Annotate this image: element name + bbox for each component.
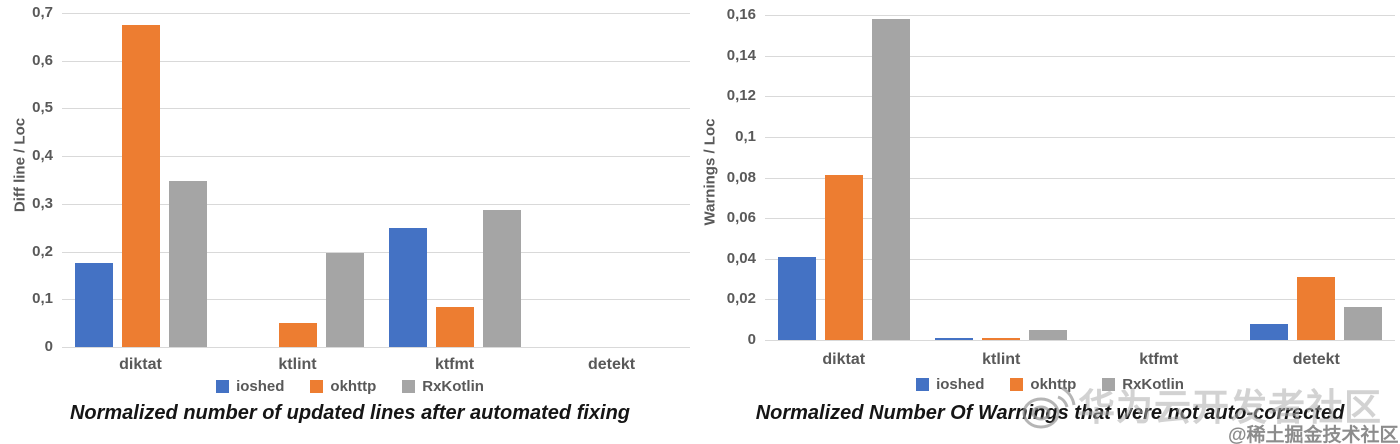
- bar-group-ktfmt: [1080, 15, 1238, 340]
- y-axis-tick-label: 0,7: [32, 4, 53, 21]
- y-axis-tick-label: 0,04: [726, 249, 756, 267]
- bar-okhttp-diktat: [121, 25, 160, 347]
- legend-swatch-ioshed: [916, 378, 930, 391]
- x-axis-category-label: ktfmt: [1139, 351, 1179, 368]
- legend-swatch-rxkotlin: [1102, 378, 1116, 391]
- legend-label: okhttp: [330, 378, 377, 395]
- gridline: [765, 136, 1395, 138]
- bar-okhttp-detekt: [1297, 277, 1336, 340]
- y-axis-tick-label: 0,6: [32, 51, 53, 69]
- watermark-primary-text: 华为云开发者社区: [1078, 386, 1382, 428]
- bar-okhttp-ktfmt: [435, 307, 474, 347]
- gridline: [62, 108, 690, 110]
- bar-rxkotlin-diktat: [168, 181, 207, 347]
- gridline: [765, 55, 1395, 57]
- y-axis-tick-label: 0,08: [726, 168, 756, 186]
- y-axis-tick-label: 0,1: [32, 290, 53, 308]
- legend: ioshed okhttp RxKotlin: [0, 378, 700, 395]
- bar-ioshed-diktat: [777, 257, 816, 340]
- bar-okhttp-diktat: [824, 175, 863, 340]
- y-axis-tick-label: 0,06: [726, 209, 756, 227]
- bar-ioshed-detekt: [1250, 324, 1289, 340]
- bar-rxkotlin-diktat: [871, 19, 910, 340]
- bar-group-ktlint: [219, 13, 376, 347]
- legend-item-ioshed: ioshed: [216, 378, 284, 395]
- gridline: [765, 177, 1395, 179]
- bar-ioshed-diktat: [74, 263, 113, 347]
- bar-group-diktat: [765, 15, 923, 340]
- legend-label: RxKotlin: [1122, 376, 1184, 393]
- bar-group-ktfmt: [376, 13, 533, 347]
- bar-group-detekt: [533, 13, 690, 347]
- y-axis-tick-label: 0,3: [32, 194, 53, 212]
- bar-rxkotlin-detekt: [1344, 307, 1383, 340]
- bar-okhttp-ktlint: [278, 323, 317, 347]
- gridline: [765, 258, 1395, 260]
- legend-label: RxKotlin: [422, 378, 484, 395]
- gridline: [765, 340, 1395, 341]
- y-axis-tick-label: 0: [44, 338, 53, 355]
- gridline: [62, 251, 690, 253]
- bar-okhttp-ktlint: [982, 338, 1021, 340]
- x-axis-category-label: detekt: [587, 356, 636, 373]
- legend-label: ioshed: [936, 376, 985, 393]
- legend-swatch-okhttp: [310, 380, 324, 393]
- gridline: [62, 13, 690, 14]
- y-axis-tick-label: 0,2: [32, 242, 53, 260]
- gridline: [62, 60, 690, 62]
- legend-swatch-ioshed: [216, 380, 230, 393]
- watermark-secondary-text: @稀土掘金技术社区: [1228, 425, 1399, 444]
- gridline: [765, 299, 1395, 301]
- y-axis-tick-label: 0,1: [735, 127, 756, 145]
- watermark-logo-icon: [1022, 386, 1076, 429]
- y-axis-tick-label: 0,5: [32, 99, 53, 117]
- legend-swatch-okhttp: [1010, 378, 1024, 391]
- bar-group-diktat: [62, 13, 219, 347]
- y-axis-tick-label: 0,02: [726, 290, 756, 308]
- legend-label: ioshed: [236, 378, 285, 395]
- x-axis-category-label: ktlint: [982, 351, 1021, 368]
- left-chart: Diff line / Loc ioshed okhttp RxKotlin Nor…: [0, 4, 700, 424]
- x-axis-category-label: diktat: [822, 351, 866, 368]
- y-axis-tick-label: 0,14: [726, 46, 756, 64]
- legend-item-ioshed: ioshed: [916, 376, 984, 393]
- watermark: 华为云开发者社区: [1018, 384, 1382, 432]
- legend-swatch-rxkotlin: [402, 380, 416, 393]
- y-axis-tick-label: 0,16: [726, 6, 756, 23]
- gridline: [62, 203, 690, 205]
- right-chart: Warnings / Loc ioshed okhttp RxKotlin Norm…: [700, 0, 1400, 444]
- bar-rxkotlin-ktlint: [1029, 330, 1068, 340]
- bar-ioshed-ktlint: [935, 338, 974, 340]
- gridline: [62, 347, 690, 348]
- legend-item-okhttp: okhttp: [310, 378, 376, 395]
- bar-rxkotlin-ktfmt: [482, 210, 521, 347]
- bar-group-ktlint: [923, 15, 1081, 340]
- legend-item-rxkotlin: RxKotlin: [402, 378, 484, 395]
- gridline: [765, 15, 1395, 16]
- gridline: [765, 218, 1395, 220]
- x-axis-category-label: diktat: [119, 356, 162, 373]
- gridline: [765, 96, 1395, 98]
- legend-item-rxkotlin: RxKotlin: [1102, 376, 1184, 393]
- gridline: [62, 156, 690, 158]
- y-axis-tick-label: 0,12: [726, 87, 756, 105]
- x-axis-category-label: detekt: [1292, 351, 1340, 368]
- bar-ioshed-ktfmt: [388, 228, 427, 347]
- x-axis-category-label: ktfmt: [434, 356, 475, 373]
- x-axis-category-label: ktlint: [278, 356, 317, 373]
- bar-group-detekt: [1238, 15, 1396, 340]
- y-axis-tick-label: 0: [747, 331, 756, 348]
- bar-rxkotlin-ktlint: [325, 253, 364, 347]
- gridline: [62, 299, 690, 301]
- chart-caption: Normalized number of updated lines after…: [69, 402, 631, 424]
- y-axis-tick-label: 0,4: [32, 147, 53, 165]
